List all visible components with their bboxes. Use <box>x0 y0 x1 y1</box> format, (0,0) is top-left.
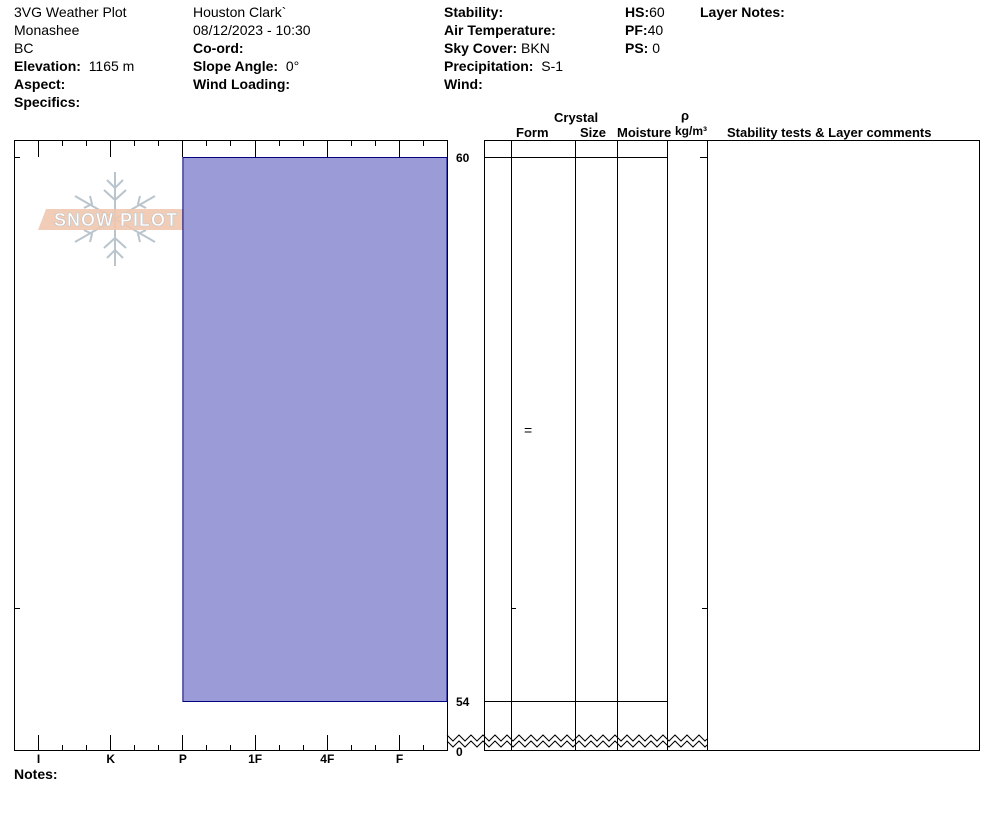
stability-label: Stability: <box>444 4 504 20</box>
precip-row: Precipitation: S-1 <box>444 58 563 74</box>
specifics-label: Specifics: <box>14 94 81 110</box>
hardness-label-k: K <box>106 752 116 766</box>
ps-row: PS: 0 <box>625 40 660 56</box>
density-unit-header: kg/m³ <box>675 124 708 138</box>
slope-label: Slope Angle: <box>193 58 279 74</box>
moisture-header: Moisture <box>617 125 672 140</box>
snowpilot-logo: SNOW PILOT <box>38 172 194 266</box>
aspect-label: Aspect: <box>14 76 66 92</box>
hs-label: HS: <box>625 4 650 20</box>
hardness-frame-ticks <box>14 141 424 750</box>
observation-datetime: 08/12/2023 - 10:30 <box>193 22 311 38</box>
precip-value: S-1 <box>541 58 564 74</box>
hardness-label-p: P <box>178 752 187 766</box>
elevation-row: Elevation: 1165 m <box>14 58 134 74</box>
snowpilot-logo-text: SNOW PILOT <box>54 210 178 230</box>
sky-cover-row: Sky Cover: BKN <box>444 40 550 56</box>
slope-value: 0° <box>285 58 300 74</box>
elevation-value: 1165 m <box>88 58 135 74</box>
observer-name: Houston Clark` <box>193 4 287 20</box>
hardness-label-i: I <box>36 752 41 766</box>
stability-comments-header: Stability tests & Layer comments <box>727 125 932 140</box>
depth-label-top: 60 <box>456 151 470 165</box>
depth-break-zigzag-bottom <box>446 740 708 748</box>
slope-row: Slope Angle: 0° <box>193 58 299 74</box>
wind-loading-label: Wind Loading: <box>193 76 291 92</box>
form-header: Form <box>516 125 549 140</box>
depth-label-layer-bottom: 54 <box>456 695 470 709</box>
layer-hardness-bar <box>182 157 448 702</box>
air-temp-label: Air Temperature: <box>444 22 556 38</box>
pf-row: PF:40 <box>625 22 663 38</box>
size-header: Size <box>580 125 607 140</box>
pf-value: 40 <box>647 22 664 38</box>
notes-label: Notes: <box>14 766 58 782</box>
crystal-header: Crystal <box>554 110 599 125</box>
hs-row: HS:60 <box>625 4 665 20</box>
sky-cover-label: Sky Cover: <box>444 40 518 56</box>
depth-break-zigzag-top <box>446 734 708 742</box>
region-name: BC <box>14 40 34 56</box>
precip-label: Precipitation: <box>444 58 534 74</box>
layer-notes-label: Layer Notes: <box>700 4 785 20</box>
depth-label-ground: 0 <box>456 745 463 759</box>
sky-cover-value: BKN <box>521 40 550 56</box>
ps-label: PS: <box>625 40 649 56</box>
hardness-label-1f: 1F <box>248 752 263 766</box>
crystal-table <box>484 140 980 751</box>
location-name: Monashee <box>14 22 80 38</box>
plot-title: 3VG Weather Plot <box>14 4 127 20</box>
hardness-label-4f: 4F <box>320 752 335 766</box>
pf-label: PF: <box>625 22 648 38</box>
hardness-label-f: F <box>395 752 404 766</box>
ps-value: 0 <box>652 40 661 56</box>
hs-value: 60 <box>649 4 665 20</box>
rho-header: ρ <box>681 108 690 123</box>
wind-label: Wind: <box>444 76 483 92</box>
elevation-label: Elevation: <box>14 58 81 74</box>
coord-label: Co-ord: <box>193 40 244 56</box>
layer-form-symbol: = <box>524 422 533 438</box>
